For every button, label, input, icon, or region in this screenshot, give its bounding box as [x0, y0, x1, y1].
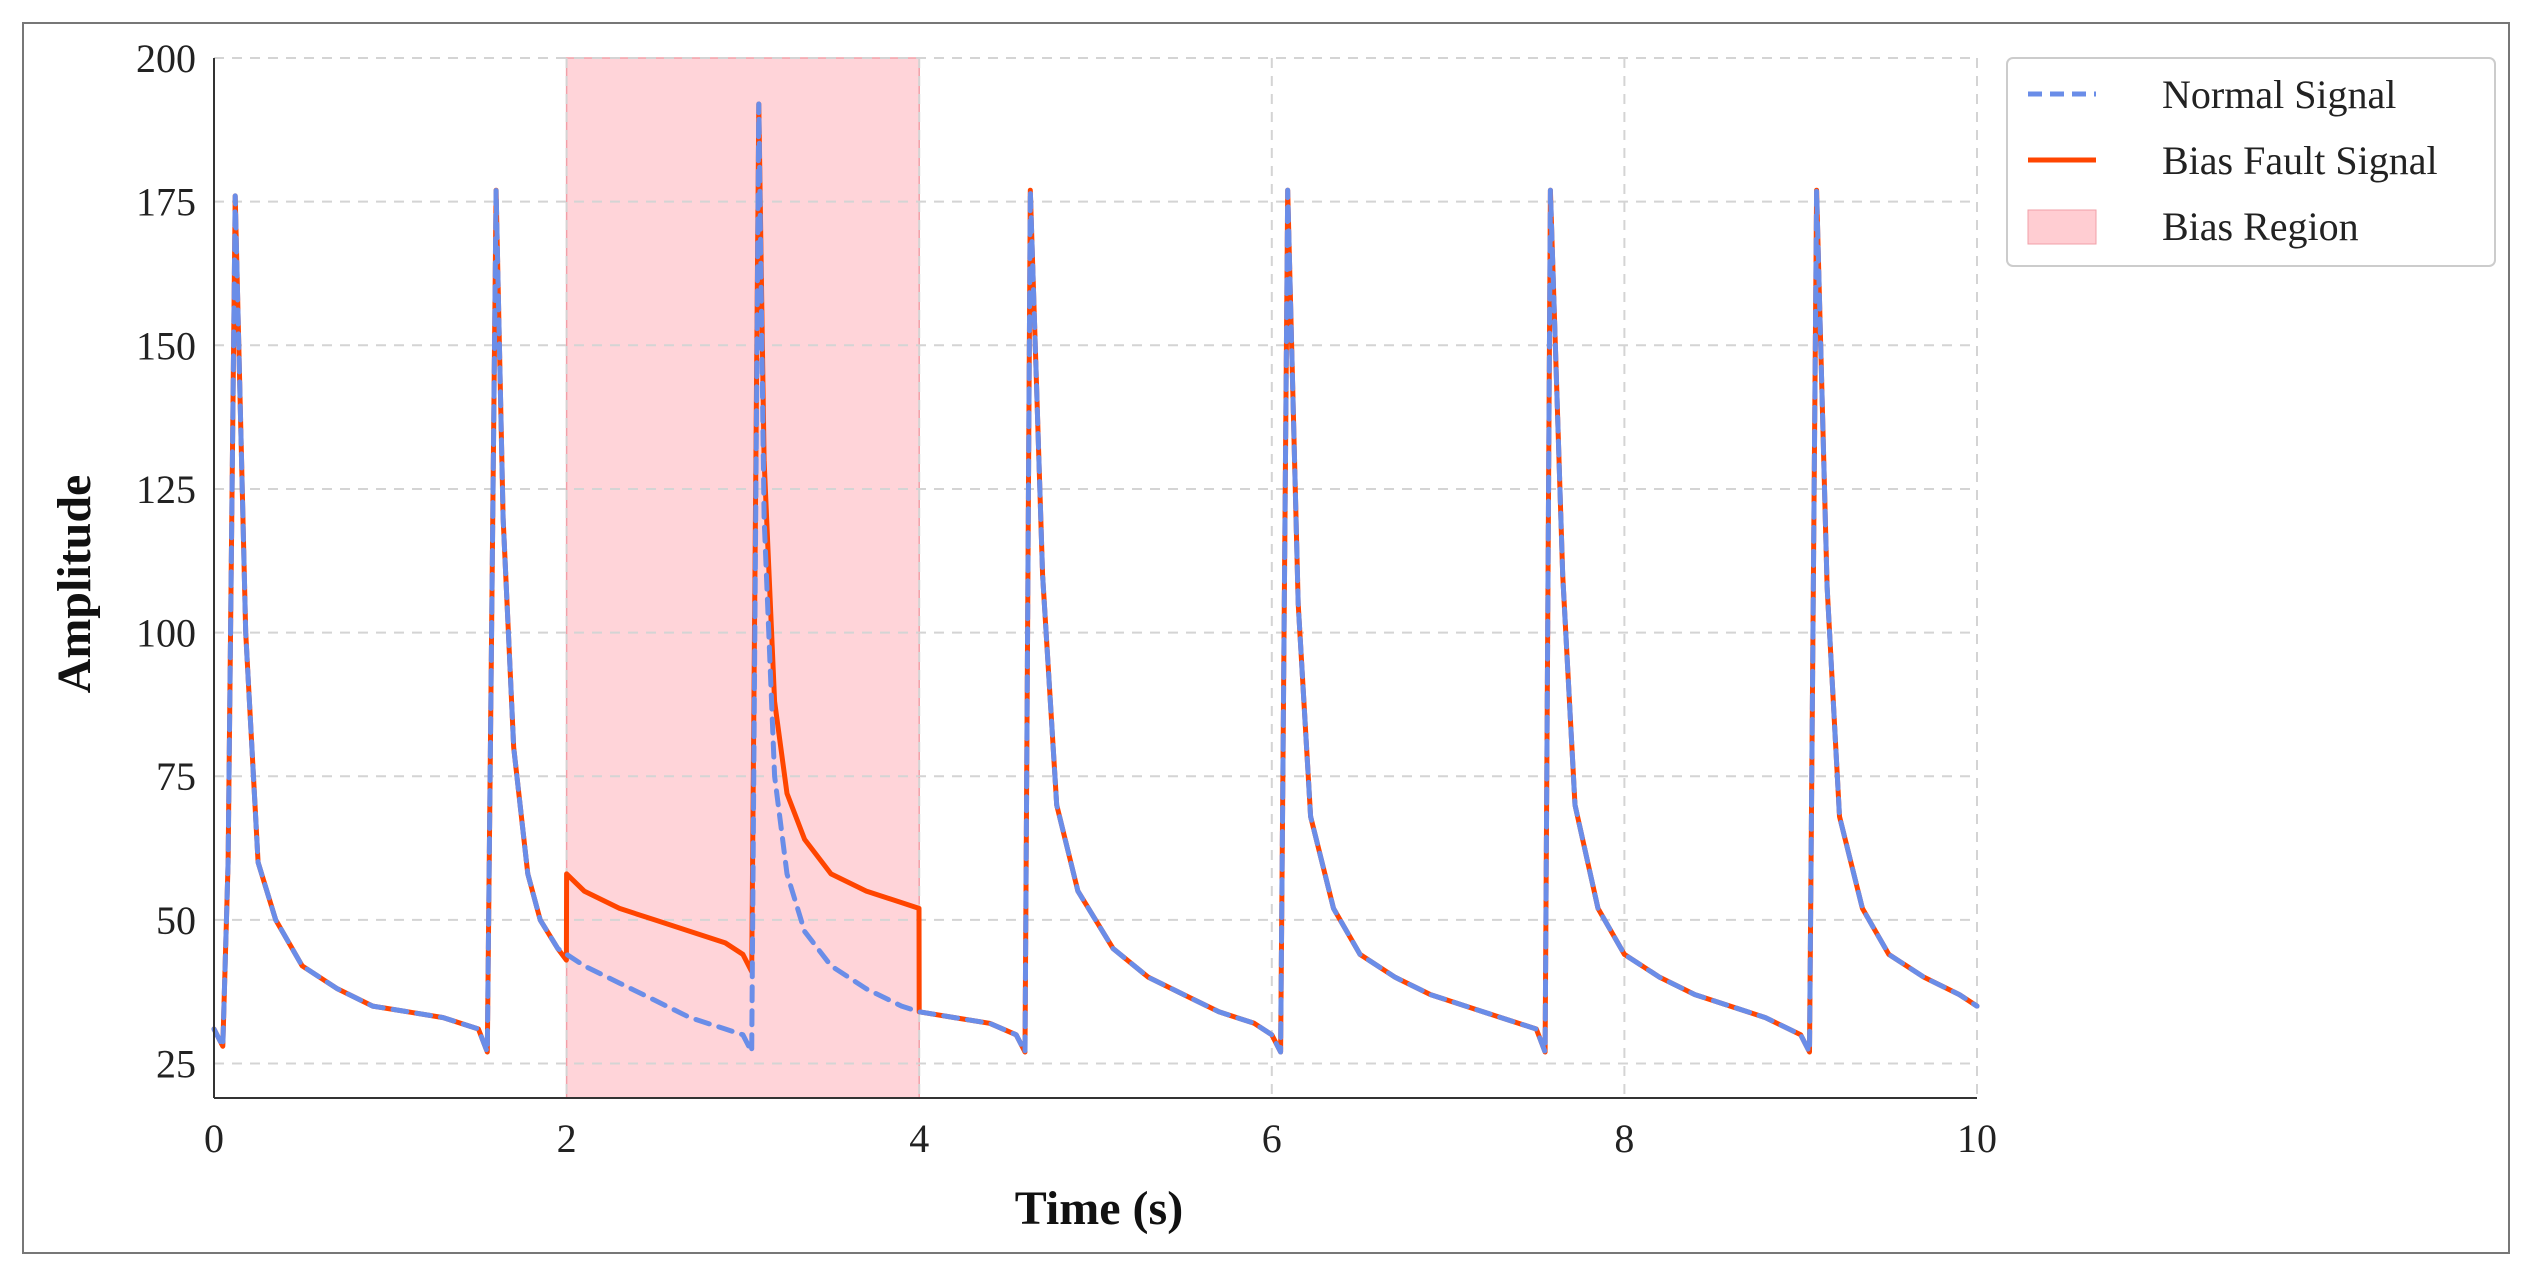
tick-label-layer: 0 2 4 6 8 10 25 50 75 100 125 150 175 200	[136, 36, 1997, 1161]
legend: Normal Signal Bias Fault Signal Bias Reg…	[2006, 57, 2496, 267]
legend-item-bias-region: Bias Region	[2027, 204, 2359, 249]
bias-region-shade	[565, 57, 920, 1099]
normal-signal-line	[211, 101, 1980, 1055]
legend-label: Bias Region	[2162, 204, 2359, 249]
shaded-region-layer	[565, 57, 920, 1099]
figure-frame: 0 2 4 6 8 10 25 50 75 100 125 150 175 200 Time (s) Am…	[22, 22, 2510, 1254]
legend-box	[2006, 57, 2496, 267]
x-tick-label: 8	[1614, 1116, 1634, 1161]
series-layer	[211, 101, 1980, 1055]
x-tick-label: 4	[909, 1116, 929, 1161]
x-tick-label: 6	[1262, 1116, 1282, 1161]
legend-label: Bias Fault Signal	[2162, 138, 2438, 183]
legend-label: Normal Signal	[2162, 72, 2396, 117]
x-tick-label: 10	[1957, 1116, 1997, 1161]
line-chart: 0 2 4 6 8 10 25 50 75 100 125 150 175 200 Time (s) Am…	[48, 36, 2496, 1235]
y-axis-title: Amplitude	[48, 475, 101, 694]
x-axis-title: Time (s)	[1015, 1182, 1183, 1235]
legend-patch-swatch	[2027, 209, 2097, 245]
legend-item-normal-signal: Normal Signal	[2028, 72, 2396, 117]
axis-layer	[213, 58, 1977, 1099]
y-tick-label: 200	[136, 36, 196, 81]
grid-layer	[213, 57, 1978, 1098]
legend-item-bias-fault-signal: Bias Fault Signal	[2028, 138, 2438, 183]
y-tick-label: 75	[156, 754, 196, 799]
x-tick-label: 2	[557, 1116, 577, 1161]
y-tick-label: 150	[136, 323, 196, 368]
y-tick-label: 125	[136, 467, 196, 512]
x-tick-label: 0	[204, 1116, 224, 1161]
y-tick-label: 50	[156, 898, 196, 943]
y-tick-label: 175	[136, 180, 196, 225]
bias-fault-signal-line	[211, 101, 1980, 1055]
y-tick-label: 25	[156, 1042, 196, 1087]
y-tick-label: 100	[136, 611, 196, 656]
